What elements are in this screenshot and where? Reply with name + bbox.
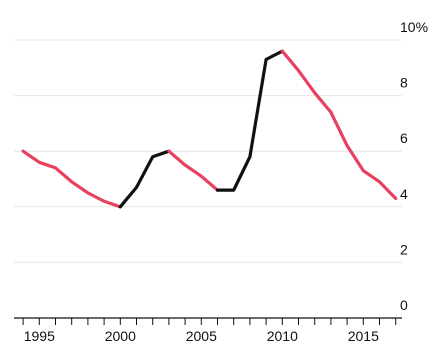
gridlines — [14, 39, 402, 263]
y-tick-label-6: 6 — [400, 130, 408, 146]
line-segment-declining-2003-2006 — [167, 149, 220, 192]
y-tick-label-4: 4 — [400, 186, 408, 202]
y-tick-label-2: 2 — [400, 241, 408, 257]
line-segment-declining-2010-2017 — [280, 49, 398, 201]
x-tick-label-2000: 2000 — [105, 328, 136, 344]
x-tick-label-2015: 2015 — [348, 328, 379, 344]
x-tick-label-2005: 2005 — [186, 328, 217, 344]
x-tick-label-2010: 2010 — [267, 328, 298, 344]
y-tick-label-0: 0 — [400, 297, 408, 313]
line-series — [21, 49, 398, 209]
y-tick-label-10: 10% — [400, 19, 428, 35]
line-segment-declining-1994-2000 — [21, 149, 122, 209]
line-segment-rising-2000-2003 — [118, 149, 171, 209]
y-tick-label-8: 8 — [400, 75, 408, 91]
line-segment-rising-2006-2010 — [215, 49, 284, 192]
x-axis: 1995 2000 2005 2010 2015 — [14, 317, 402, 344]
y-axis-labels: 0 2 4 6 8 10% — [400, 19, 428, 313]
x-tick-label-1995: 1995 — [24, 328, 55, 344]
